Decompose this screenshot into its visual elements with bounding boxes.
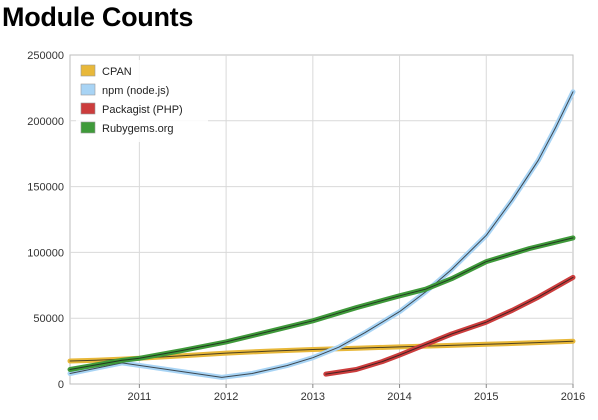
legend-swatch bbox=[81, 84, 95, 95]
x-tick-label: 2011 bbox=[128, 391, 152, 403]
legend-swatch bbox=[81, 122, 95, 133]
series-line-2 bbox=[326, 277, 573, 374]
y-tick-label: 100000 bbox=[27, 247, 64, 259]
legend-label: npm (node.js) bbox=[102, 85, 169, 97]
x-tick-label: 2012 bbox=[214, 391, 238, 403]
legend-swatch bbox=[81, 103, 95, 114]
x-tick-label: 2014 bbox=[387, 391, 411, 403]
y-tick-label: 150000 bbox=[27, 182, 64, 194]
series-centerline-2 bbox=[326, 277, 573, 374]
legend-label: CPAN bbox=[102, 66, 132, 78]
y-tick-label: 0 bbox=[58, 379, 64, 391]
legend: CPAN npm (node.js) Packagist (PHP) Rubygems… bbox=[76, 60, 208, 142]
legend-swatch bbox=[81, 65, 95, 76]
y-tick-label: 250000 bbox=[27, 50, 64, 62]
x-tick-label: 2016 bbox=[561, 391, 585, 403]
y-tick-label: 200000 bbox=[27, 116, 64, 128]
legend-label: Rubygems.org bbox=[102, 123, 174, 135]
x-tick-label: 2015 bbox=[474, 391, 498, 403]
y-tick-label: 50000 bbox=[33, 313, 64, 325]
x-tick-label: 2013 bbox=[301, 391, 325, 403]
legend-label: Packagist (PHP) bbox=[102, 104, 183, 116]
